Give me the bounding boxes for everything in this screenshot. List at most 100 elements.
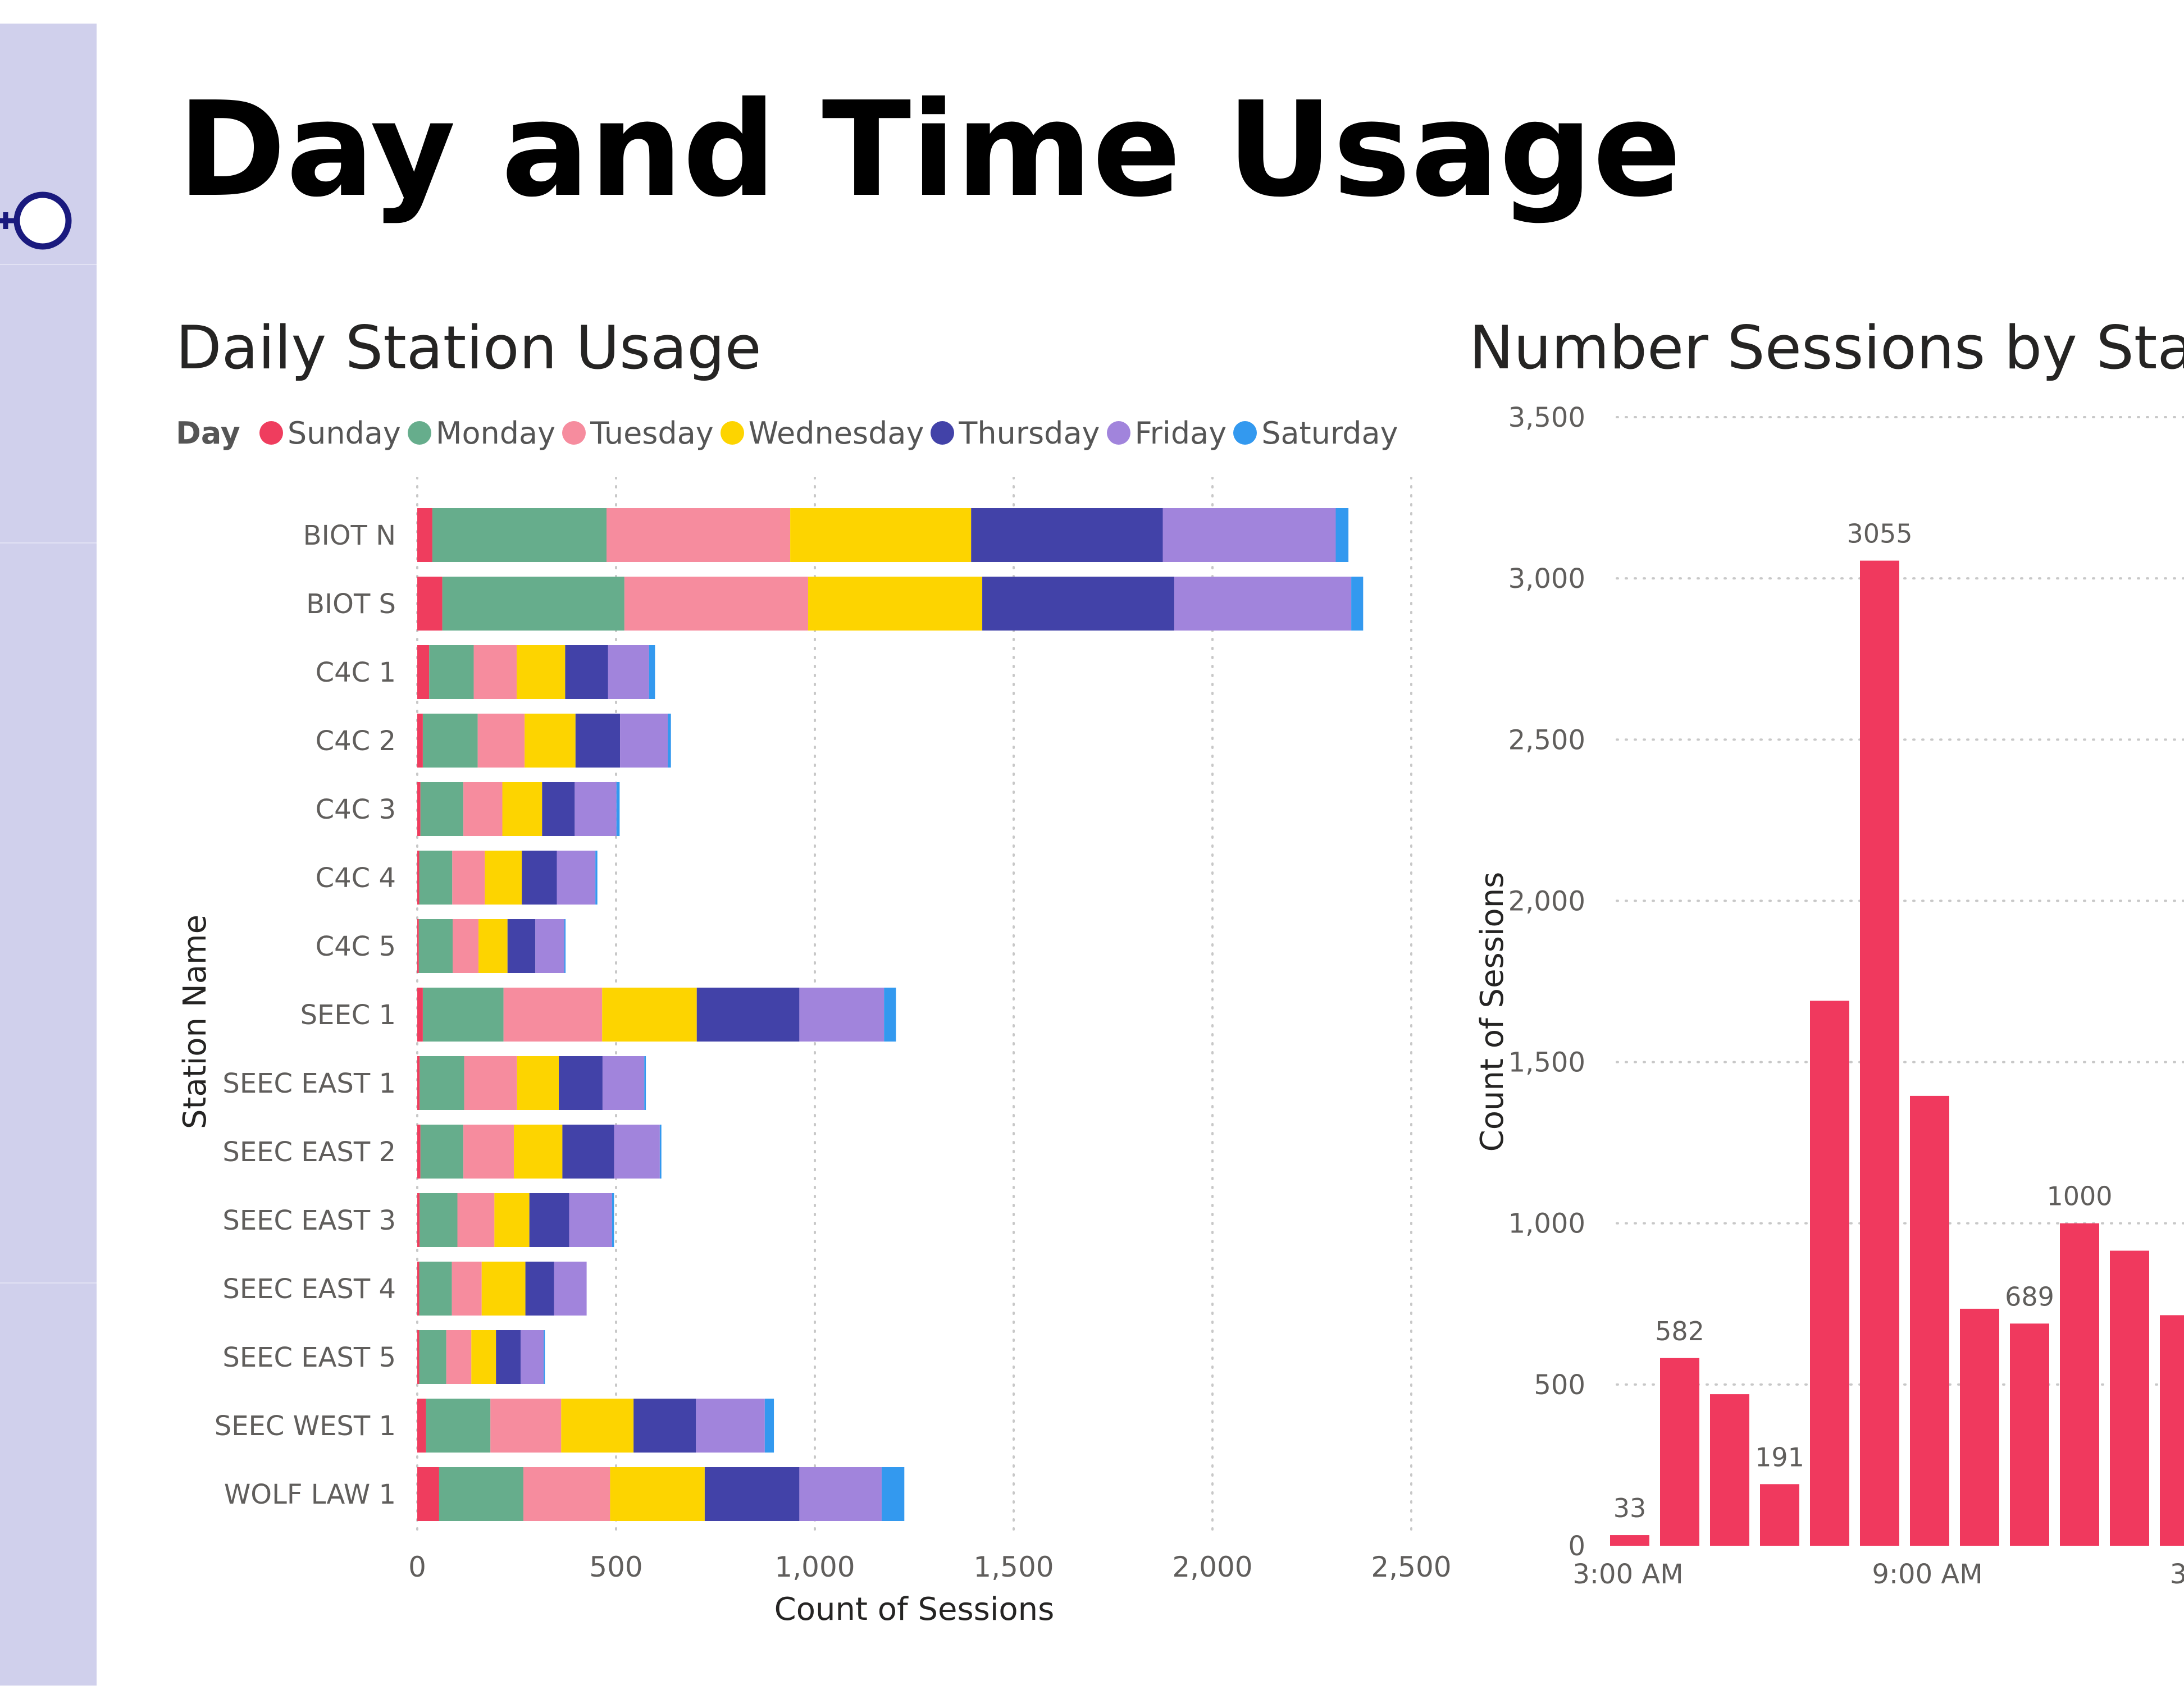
daily-station-usage-chart: 0 500 1,000 1,500 2,000 2,500 BIOT N BIOT S C4C … xyxy=(177,477,1452,1628)
bar-segment xyxy=(544,1330,545,1384)
bar-segment xyxy=(481,1262,526,1316)
bar-segment xyxy=(453,919,479,973)
bar-segment xyxy=(422,988,504,1042)
y-tick-label: C4C 4 xyxy=(316,862,396,894)
column-bar xyxy=(1960,1308,1999,1546)
x-axis-label: Count of Sessions xyxy=(774,1591,1055,1628)
bar-segment xyxy=(442,577,624,631)
bar-segment xyxy=(452,1262,482,1316)
bar-segment xyxy=(1174,577,1352,631)
bar-segment xyxy=(417,645,430,699)
x-tick-label: 9:00 AM xyxy=(1872,1559,1982,1590)
bar-segment xyxy=(420,1125,464,1179)
bar-segment xyxy=(473,645,517,699)
bar-segment xyxy=(439,1467,524,1521)
legend-marker xyxy=(407,421,431,445)
bar-segment xyxy=(420,1056,464,1110)
column-bar xyxy=(2110,1250,2149,1546)
bar-segment xyxy=(696,988,800,1042)
legend-marker xyxy=(931,421,955,445)
bar-segment xyxy=(522,851,557,905)
y-tick-label: SEEC EAST 1 xyxy=(222,1068,396,1099)
legend-item-sunday[interactable]: Sunday xyxy=(259,415,401,451)
column-bar xyxy=(1860,560,1899,1546)
legend-marker xyxy=(259,421,283,445)
sidebar-divider xyxy=(0,542,97,544)
bar-segment xyxy=(557,851,596,905)
column-chart-title: Number Sessions by Sta xyxy=(1469,313,2184,382)
circle-key-icon[interactable] xyxy=(0,190,76,252)
bar-segment xyxy=(422,714,478,768)
y-tick-label: 1,000 xyxy=(1508,1208,1585,1240)
bar-segment xyxy=(419,1330,446,1384)
bar-segment xyxy=(971,508,1163,562)
bar-segment xyxy=(884,988,896,1042)
data-label: 33 xyxy=(1613,1493,1647,1523)
bar-segment xyxy=(649,645,655,699)
legend-item-saturday[interactable]: Saturday xyxy=(1233,415,1398,451)
bar-segment xyxy=(561,1399,634,1453)
sessions-by-start-time-chart: 0 500 1,000 1,500 2,000 2,500 3,000 3,500 33 582 1… xyxy=(1474,402,2184,1600)
bar-segment xyxy=(494,1193,530,1247)
bar-segment xyxy=(419,851,453,905)
bar-segment xyxy=(608,645,649,699)
bar-segment xyxy=(417,1262,420,1316)
y-axis-label: Station Name xyxy=(177,915,213,1129)
bar-segment xyxy=(521,1330,544,1384)
bar-segment xyxy=(668,714,671,768)
bar-segment xyxy=(417,919,419,973)
y-tick-label: BIOT S xyxy=(306,588,396,620)
x-tick-label: 3:00 AM xyxy=(1572,1559,1683,1590)
bar-segment xyxy=(514,1125,563,1179)
bar-segment xyxy=(1351,577,1364,631)
bar-segment xyxy=(502,782,542,836)
legend-label: Saturday xyxy=(1261,415,1398,451)
sidebar-divider xyxy=(0,1282,97,1284)
x-tick-label: 1,000 xyxy=(774,1551,855,1583)
column-bar xyxy=(2160,1315,2184,1546)
legend-item-friday[interactable]: Friday xyxy=(1106,415,1226,451)
y-tick-label: SEEC 1 xyxy=(300,999,396,1031)
legend-item-monday[interactable]: Monday xyxy=(407,415,555,451)
bar-segment xyxy=(1162,508,1336,562)
data-label: 1000 xyxy=(2046,1181,2112,1212)
column-bar xyxy=(1760,1484,1799,1546)
bar-segment xyxy=(595,851,598,905)
bar-segment xyxy=(464,1056,517,1110)
y-tick-label: 2,500 xyxy=(1508,724,1585,756)
x-tick-label: 500 xyxy=(589,1551,642,1583)
bar-segment xyxy=(420,1193,458,1247)
bar-segment xyxy=(704,1467,800,1521)
x-tick-label: 1,500 xyxy=(973,1551,1054,1583)
bar-segment xyxy=(523,1467,610,1521)
bar-segment xyxy=(419,1262,452,1316)
bar-segment xyxy=(417,1056,420,1110)
bar-segment xyxy=(564,919,566,973)
bar-segment xyxy=(602,988,697,1042)
bar-segment xyxy=(575,782,617,836)
bar-segment xyxy=(565,645,608,699)
column-bar xyxy=(1710,1394,1749,1546)
bar-segment xyxy=(417,714,423,768)
column-bar xyxy=(1810,1001,1849,1546)
y-tick-label: C4C 5 xyxy=(316,931,396,962)
y-tick-label: C4C 3 xyxy=(316,794,396,825)
bar-segment xyxy=(478,919,508,973)
column-bar xyxy=(1610,1535,1649,1546)
x-tick-label: 3 xyxy=(2170,1559,2184,1590)
legend-item-thursday[interactable]: Thursday xyxy=(931,415,1100,451)
column-bar xyxy=(1910,1095,1949,1546)
bar-segment xyxy=(569,1193,612,1247)
y-tick-label: 3,000 xyxy=(1508,563,1585,595)
bar-segment xyxy=(417,988,423,1042)
bar-segment xyxy=(463,1125,514,1179)
legend-item-tuesday[interactable]: Tuesday xyxy=(562,415,714,451)
legend-item-wednesday[interactable]: Wednesday xyxy=(720,415,924,451)
sidebar-divider xyxy=(0,264,97,265)
y-tick-label: WOLF LAW 1 xyxy=(224,1479,396,1510)
bar-segment xyxy=(881,1467,905,1521)
x-axis-label: Start Time xyxy=(1970,1596,2134,1600)
day-legend: Day Sunday Monday Tuesday Wednesday Thursday… xyxy=(176,413,1405,453)
y-tick-label: 3,500 xyxy=(1508,402,1585,433)
y-tick-label: 1,500 xyxy=(1508,1047,1585,1079)
